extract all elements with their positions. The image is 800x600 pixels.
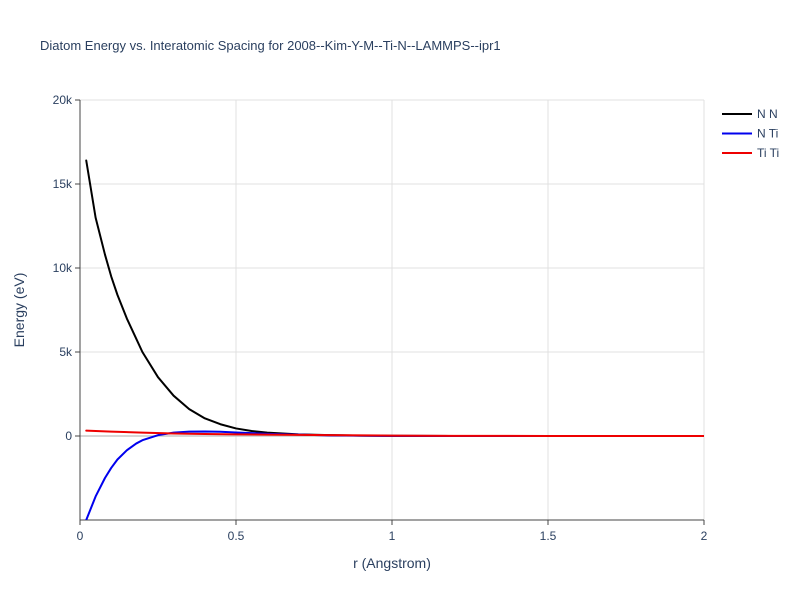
x-tick-label: 1.5 — [540, 529, 557, 543]
y-tick-label: 15k — [53, 177, 73, 191]
legend-item-ti-ti[interactable]: Ti Ti — [722, 146, 779, 160]
x-tick-label: 0 — [77, 529, 84, 543]
x-tick-label: 2 — [701, 529, 708, 543]
y-tick-label: 20k — [53, 93, 73, 107]
legend-label: N N — [757, 107, 778, 121]
y-axis-title: Energy (eV) — [11, 273, 27, 348]
series-line-ti-ti — [85, 429, 704, 437]
x-axis-title: r (Angstrom) — [353, 555, 431, 571]
plot-area — [85, 159, 704, 520]
legend-item-n-ti[interactable]: N Ti — [722, 127, 778, 141]
legend-label: N Ti — [757, 127, 778, 141]
y-tick-label: 10k — [53, 261, 73, 275]
x-tick-label: 0.5 — [228, 529, 245, 543]
legend: N N N Ti Ti Ti — [722, 107, 779, 160]
chart-title: Diatom Energy vs. Interatomic Spacing fo… — [40, 38, 501, 53]
legend-label: Ti Ti — [757, 146, 779, 160]
axes: 0 0.5 1 1.5 2 0 5k 10k 15k 20k — [53, 93, 708, 543]
x-tick-label: 1 — [389, 529, 396, 543]
grid — [80, 99, 705, 520]
y-tick-label: 0 — [65, 429, 72, 443]
legend-item-n-n[interactable]: N N — [722, 107, 778, 121]
y-tick-label: 5k — [59, 345, 73, 359]
